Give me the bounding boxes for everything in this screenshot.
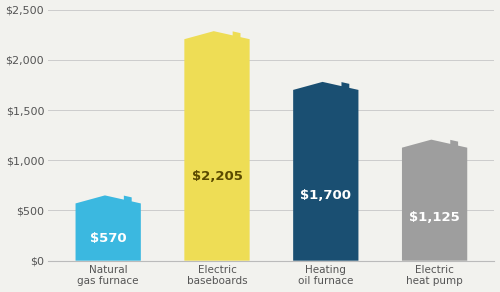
Text: $1,125: $1,125 [409, 211, 460, 224]
Polygon shape [293, 82, 358, 261]
Text: $1,700: $1,700 [300, 189, 352, 202]
Text: $2,205: $2,205 [192, 170, 242, 183]
Polygon shape [402, 140, 467, 261]
Text: $570: $570 [90, 232, 126, 245]
Polygon shape [184, 31, 250, 261]
Polygon shape [76, 195, 141, 261]
